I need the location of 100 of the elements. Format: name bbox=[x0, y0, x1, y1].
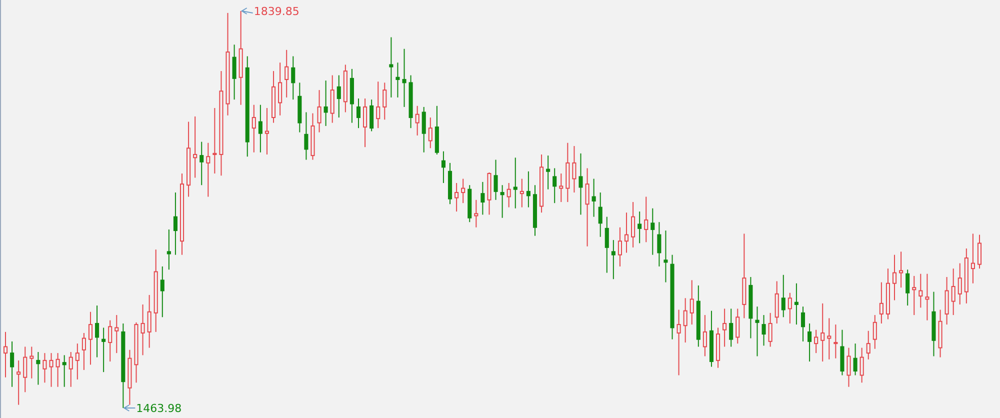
candlestick bbox=[264, 108, 270, 155]
candlestick bbox=[618, 226, 622, 267]
candlestick bbox=[232, 44, 236, 100]
candlestick bbox=[23, 346, 28, 393]
candlestick bbox=[42, 352, 47, 384]
candlestick bbox=[16, 360, 21, 406]
candlestick bbox=[906, 269, 910, 306]
annotation: 1839.85 bbox=[254, 5, 300, 18]
candlestick bbox=[108, 320, 112, 362]
candlestick bbox=[638, 211, 642, 244]
candlestick bbox=[114, 314, 119, 354]
candlestick bbox=[441, 150, 446, 184]
candlestick bbox=[736, 308, 740, 344]
candlestick bbox=[402, 48, 406, 108]
candlestick bbox=[892, 254, 897, 301]
candlestick bbox=[702, 314, 707, 357]
candlestick bbox=[683, 298, 688, 343]
candlestick bbox=[160, 266, 164, 318]
candlestick bbox=[494, 159, 498, 200]
candlestick bbox=[676, 309, 681, 376]
candlestick bbox=[200, 141, 204, 186]
candlestick bbox=[788, 292, 792, 324]
candlestick bbox=[206, 142, 210, 198]
candlestick bbox=[147, 294, 152, 348]
candlestick bbox=[546, 155, 550, 190]
candlestick bbox=[690, 280, 694, 326]
candlestick bbox=[520, 178, 524, 208]
candlestick bbox=[30, 346, 34, 379]
candlestick bbox=[68, 352, 73, 388]
candlestick bbox=[657, 222, 662, 267]
candlestick bbox=[500, 184, 504, 218]
candlestick bbox=[664, 230, 668, 283]
candlestick bbox=[278, 62, 282, 116]
candlestick bbox=[624, 212, 629, 254]
candlestick bbox=[370, 99, 374, 132]
candlestick bbox=[49, 352, 54, 388]
candlestick bbox=[356, 98, 361, 129]
candlestick bbox=[422, 106, 426, 153]
candlestick bbox=[173, 192, 178, 256]
candlestick bbox=[820, 302, 825, 362]
candlestick bbox=[774, 280, 779, 324]
candlestick bbox=[872, 314, 877, 350]
candlestick bbox=[284, 49, 289, 98]
candlestick bbox=[631, 202, 636, 248]
candlestick bbox=[768, 312, 772, 348]
candlestick bbox=[396, 62, 400, 98]
candlestick bbox=[729, 308, 734, 348]
candlestick bbox=[330, 74, 334, 124]
candlestick bbox=[755, 306, 760, 357]
candlestick bbox=[291, 56, 296, 100]
candlestick bbox=[781, 274, 786, 318]
candlestick bbox=[800, 306, 806, 342]
candlestick bbox=[389, 36, 394, 98]
candlestick bbox=[918, 273, 923, 308]
candlestick bbox=[10, 340, 14, 388]
candlestick bbox=[846, 347, 851, 388]
candlestick bbox=[513, 157, 518, 209]
candlestick bbox=[480, 181, 485, 216]
candlestick bbox=[794, 282, 798, 326]
candlestick bbox=[808, 322, 812, 362]
annotation: 1463.98 bbox=[136, 402, 182, 415]
candlestick bbox=[193, 116, 198, 178]
candlestick bbox=[166, 228, 171, 270]
candlestick bbox=[506, 182, 511, 208]
candlestick bbox=[866, 330, 870, 360]
candlestick bbox=[814, 329, 818, 354]
candlestick bbox=[376, 81, 380, 129]
candlestick bbox=[827, 318, 832, 360]
candlestick bbox=[853, 343, 858, 376]
candlestick bbox=[140, 304, 145, 356]
candlestick bbox=[336, 74, 341, 118]
candlestick bbox=[977, 234, 982, 270]
candlestick bbox=[258, 104, 262, 153]
candlestick bbox=[3, 331, 8, 378]
candlestick bbox=[526, 170, 530, 208]
candlestick bbox=[578, 152, 583, 216]
candlestick bbox=[95, 305, 100, 358]
candlestick bbox=[598, 192, 602, 238]
candlestick bbox=[650, 208, 655, 256]
candlestick bbox=[474, 199, 478, 228]
candlestick bbox=[317, 90, 322, 133]
candlestick bbox=[62, 354, 66, 388]
candlestick bbox=[572, 146, 576, 194]
candlestick bbox=[88, 311, 93, 366]
candlestick bbox=[102, 327, 106, 373]
candlestick bbox=[592, 178, 596, 218]
candlestick bbox=[461, 178, 466, 204]
candlestick bbox=[722, 308, 727, 348]
candlestick bbox=[559, 173, 564, 203]
candlestick bbox=[75, 343, 80, 380]
candlestick bbox=[970, 233, 975, 284]
candlestick bbox=[212, 108, 217, 174]
candlestick bbox=[912, 275, 916, 316]
candlestick bbox=[454, 182, 459, 212]
candlestick bbox=[860, 347, 864, 384]
candlestick bbox=[951, 268, 956, 316]
candlestick bbox=[324, 80, 328, 126]
candlestick bbox=[36, 352, 40, 386]
candlestick bbox=[611, 240, 616, 280]
candlestick bbox=[415, 105, 420, 136]
